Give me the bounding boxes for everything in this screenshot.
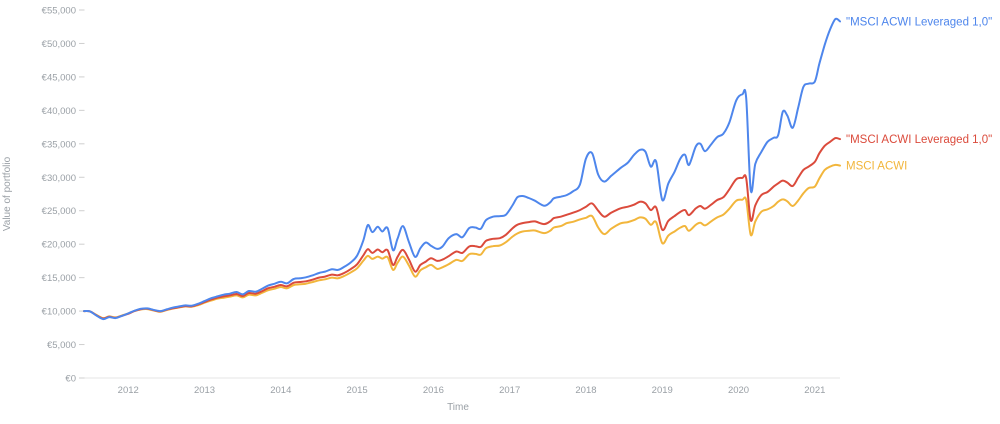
x-tick-label: 2014 bbox=[270, 385, 291, 396]
series-line-msci-acwi bbox=[83, 163, 841, 320]
y-tick-label: €20,000 bbox=[42, 240, 76, 251]
x-axis-title: Time bbox=[447, 402, 469, 413]
x-tick-label: 2012 bbox=[118, 385, 139, 396]
y-tick-label: €35,000 bbox=[42, 139, 76, 150]
series-label-msci-acwi-leveraged-red: "MSCI ACWI Leveraged 1,0" bbox=[846, 134, 992, 146]
y-tick-label: €0 bbox=[65, 374, 76, 385]
axes-layer: €0 €5,000 €10,000 €15,000 €20,000 €25,000 €30,… bbox=[42, 6, 840, 396]
x-tick-label: 2018 bbox=[575, 385, 596, 396]
y-tick-label: €45,000 bbox=[42, 72, 76, 83]
y-axis-title: Value of portfolio bbox=[2, 156, 13, 231]
y-tick-label: €5,000 bbox=[47, 340, 76, 351]
x-tick-label: 2016 bbox=[423, 385, 444, 396]
x-tick-label: 2021 bbox=[804, 385, 825, 396]
y-tick-label: €55,000 bbox=[42, 6, 76, 17]
x-tick-label: 2017 bbox=[499, 385, 520, 396]
x-tick-label: 2015 bbox=[347, 385, 368, 396]
y-tick-label: €40,000 bbox=[42, 106, 76, 117]
series-label-msci-acwi: MSCI ACWI bbox=[846, 161, 907, 173]
y-tick-label: €25,000 bbox=[42, 206, 76, 217]
y-tick-label: €10,000 bbox=[42, 307, 76, 318]
series-line-msci-acwi-leveraged-red bbox=[83, 137, 841, 320]
y-tick-label: €50,000 bbox=[42, 39, 76, 50]
x-tick-label: 2013 bbox=[194, 385, 215, 396]
series-label-msci-acwi-leveraged-blue: "MSCI ACWI Leveraged 1,0" bbox=[846, 16, 992, 28]
x-tick-label: 2019 bbox=[652, 385, 673, 396]
series-label-layer: "MSCI ACWI Leveraged 1,0" "MSCI ACWI Leve… bbox=[846, 16, 992, 172]
y-tick-label: €30,000 bbox=[42, 173, 76, 184]
series-layer bbox=[83, 17, 841, 321]
y-tick-label: €15,000 bbox=[42, 273, 76, 284]
x-tick-label: 2020 bbox=[728, 385, 749, 396]
series-line-msci-acwi-leveraged-blue bbox=[83, 17, 841, 321]
